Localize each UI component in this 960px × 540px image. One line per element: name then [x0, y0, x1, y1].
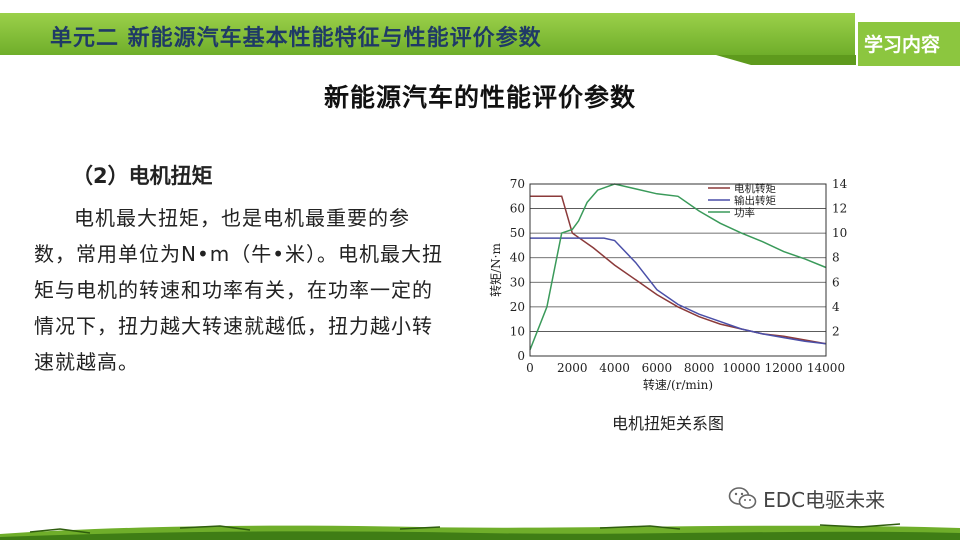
legend-label: 输出转矩: [734, 194, 776, 207]
header-bar: [0, 13, 855, 55]
y-axis-label: 转矩/N·m: [488, 243, 503, 297]
y2-tick-label: 2: [832, 324, 840, 338]
header-tab: [858, 22, 960, 66]
header-underline: [716, 55, 856, 65]
y-tick-label: 70: [510, 177, 525, 191]
x-tick-label: 2000: [557, 361, 588, 375]
wechat-icon: [728, 486, 757, 509]
section-subtitle: （2）电机扭矩: [72, 164, 213, 188]
y2-tick-label: 6: [832, 275, 840, 289]
header-title: 单元二 新能源汽车基本性能特征与性能评价参数: [50, 26, 542, 51]
section-paragraph: 电机最大扭矩，也是电机最重要的参数，常用单位为N•m（牛•米）。电机最大扭矩与电…: [34, 206, 444, 374]
y-tick-label: 30: [510, 275, 525, 289]
bottom-grass-decoration: [0, 523, 960, 540]
x-axis-label: 转速/(r/min): [643, 377, 713, 392]
x-tick-label: 12000: [765, 361, 803, 375]
page-title: 新能源汽车的性能评价参数: [323, 83, 636, 112]
x-tick-label: 6000: [642, 361, 673, 375]
y2-tick-label: 12: [832, 202, 847, 216]
legend-label: 功率: [734, 206, 755, 219]
series-line-3: [529, 183, 827, 351]
y-tick-label: 40: [510, 251, 525, 265]
y-tick-label: 50: [510, 226, 525, 240]
y2-tick-label: 8: [832, 251, 840, 265]
chart-axes: 0 10 20 30 40 50 60 70 2 4 6 8 10 12 14 0 2000 4000 6000 80…: [488, 177, 848, 392]
legend-label: 电机转矩: [734, 182, 776, 195]
x-tick-label: 10000: [722, 361, 760, 375]
x-tick-label: 14000: [807, 361, 845, 375]
chart-grid: [530, 208, 826, 332]
y-tick-label: 60: [510, 202, 525, 216]
chart-series-group: [529, 183, 827, 351]
header-tab-label: 学习内容: [864, 34, 941, 56]
y-tick-label: 10: [510, 324, 525, 338]
y2-tick-label: 4: [832, 300, 840, 314]
watermark: EDC电驱未来: [728, 484, 885, 513]
figure-caption: 电机扭矩关系图: [612, 414, 725, 433]
x-tick-label: 4000: [599, 361, 630, 375]
watermark-text: EDC电驱未来: [763, 488, 886, 512]
x-tick-label: 8000: [684, 361, 715, 375]
x-tick-label: 0: [526, 361, 534, 375]
y-tick-label: 20: [510, 300, 525, 314]
series-line-1: [530, 195, 827, 345]
series-line-2: [530, 237, 827, 345]
y2-tick-label: 14: [832, 177, 848, 191]
plot-frame: [529, 183, 827, 357]
y2-tick-label: 10: [832, 226, 847, 240]
y-tick-label: 0: [517, 349, 525, 363]
torque-chart: 0 10 20 30 40 50 60 70 2 4 6 8 10 12 14 0 2000 4000 6000 80…: [488, 177, 848, 392]
